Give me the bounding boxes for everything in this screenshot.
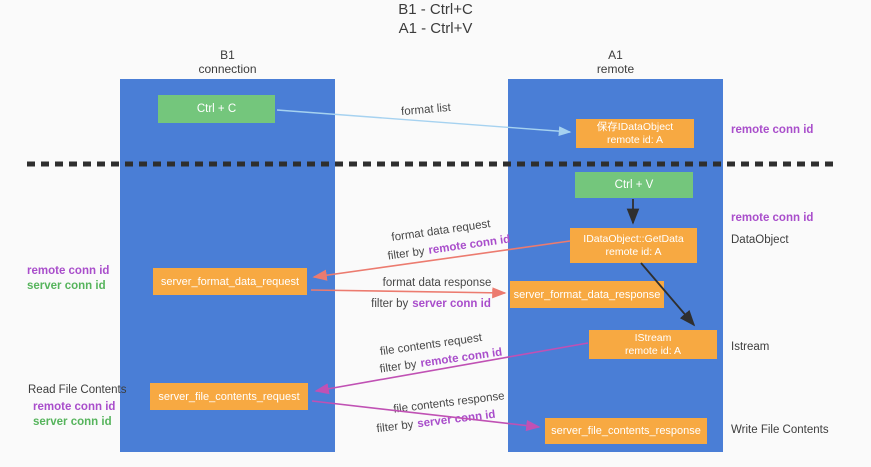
istream-line2: remote id: A	[624, 344, 682, 357]
right-remote-conn-id-mid: remote conn id	[731, 212, 814, 224]
server-conn-id-text: server conn id	[412, 298, 491, 310]
diagram-title: B1 - Ctrl+C A1 - Ctrl+V	[0, 0, 871, 38]
format-list-label: format list	[400, 101, 452, 119]
ctrl-c-box: Ctrl + C	[158, 95, 275, 123]
server-file-contents-response-label: server_file_contents_response	[551, 425, 701, 437]
filter-by-text: filter by	[371, 298, 409, 310]
format-data-response-label: format data response	[382, 277, 492, 289]
format-data-response-arrow	[310, 287, 507, 299]
save-idataobject-line1: 保存IDataObject	[596, 120, 674, 133]
ctrl-c-label: Ctrl + C	[196, 103, 237, 115]
left-remote-conn-id: remote conn id	[27, 265, 110, 277]
filter-by-text: filter by	[387, 245, 426, 263]
read-file-contents-label: Read File Contents	[28, 384, 127, 396]
title-line-1: B1 - Ctrl+C	[398, 1, 473, 18]
left-column-title: B1	[220, 48, 235, 62]
server-file-contents-request-box: server_file_contents_request	[150, 383, 308, 410]
left-column-subtitle: connection	[198, 62, 257, 76]
server-format-data-request-box: server_format_data_request	[153, 268, 307, 295]
server-file-contents-request-label: server_file_contents_request	[158, 390, 300, 403]
title-line-2: A1 - Ctrl+V	[398, 20, 473, 37]
filter-by-server-conn-id-label-1: filter by server conn id	[371, 298, 491, 310]
getdata-line2: remote id: A	[605, 245, 662, 258]
server-format-data-request-label: server_format_data_request	[160, 275, 300, 288]
right-column-subtitle: remote	[596, 62, 635, 76]
getdata-line1: IDataObject::GetData	[583, 232, 684, 245]
server-file-contents-response-box: server_file_contents_response	[545, 418, 707, 444]
idataobject-getdata-box: IDataObject::GetData remote id: A	[570, 228, 697, 263]
right-column-title: A1	[608, 48, 623, 62]
save-idataobject-line2: remote id: A	[606, 133, 664, 146]
server-format-data-response-box: server_format_data_response	[510, 281, 664, 308]
left-server-conn-id: server conn id	[27, 280, 106, 292]
dataobject-label: DataObject	[731, 234, 789, 246]
server-format-data-response-label: server_format_data_response	[513, 288, 661, 301]
istream-side-label: Istream	[731, 341, 770, 353]
filter-by-text: filter by	[379, 358, 418, 376]
istream-box: IStream remote id: A	[589, 330, 717, 359]
save-idataobject-box: 保存IDataObject remote id: A	[576, 119, 694, 148]
left-bottom-server-conn-id: server conn id	[33, 416, 112, 428]
server-conn-id-text: server conn id	[416, 408, 497, 431]
right-remote-conn-id-top: remote conn id	[731, 124, 814, 136]
left-column-header: B1 connection	[120, 48, 335, 76]
right-column-header: A1 remote	[508, 48, 723, 76]
write-file-contents-label: Write File Contents	[731, 424, 829, 436]
filter-by-text: filter by	[375, 418, 415, 436]
ctrl-v-label: Ctrl + V	[614, 179, 654, 191]
left-bottom-remote-conn-id: remote conn id	[33, 401, 116, 413]
ctrl-v-box: Ctrl + V	[575, 172, 693, 198]
istream-line1: IStream	[634, 331, 672, 344]
